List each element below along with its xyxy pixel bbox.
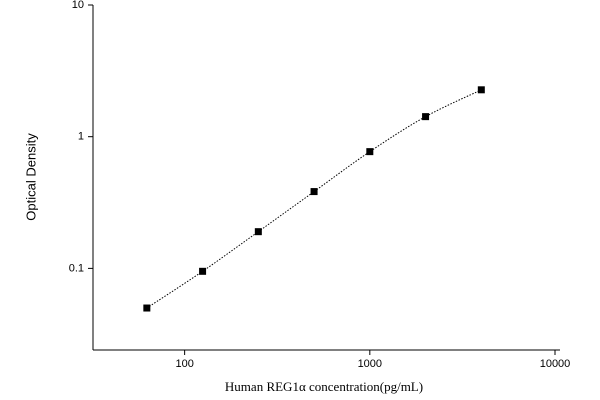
x-axis-label: Human REG1α concentration(pg/mL)	[225, 379, 423, 394]
fit-line	[146, 89, 482, 309]
y-tick-label: 1	[78, 131, 84, 143]
point	[199, 267, 207, 275]
x-tick-label: 10000	[540, 358, 571, 370]
y-tick-label: 10	[72, 0, 84, 11]
y-tick-label: 0.1	[69, 262, 84, 274]
x-tick-label: 100	[175, 358, 193, 370]
x-tick-label: 1000	[358, 358, 382, 370]
point	[310, 188, 318, 196]
point	[477, 86, 485, 94]
point	[366, 148, 374, 156]
point	[143, 304, 151, 312]
point	[254, 228, 262, 236]
y-axis-label: Optical Density	[23, 133, 38, 221]
point	[422, 113, 430, 121]
